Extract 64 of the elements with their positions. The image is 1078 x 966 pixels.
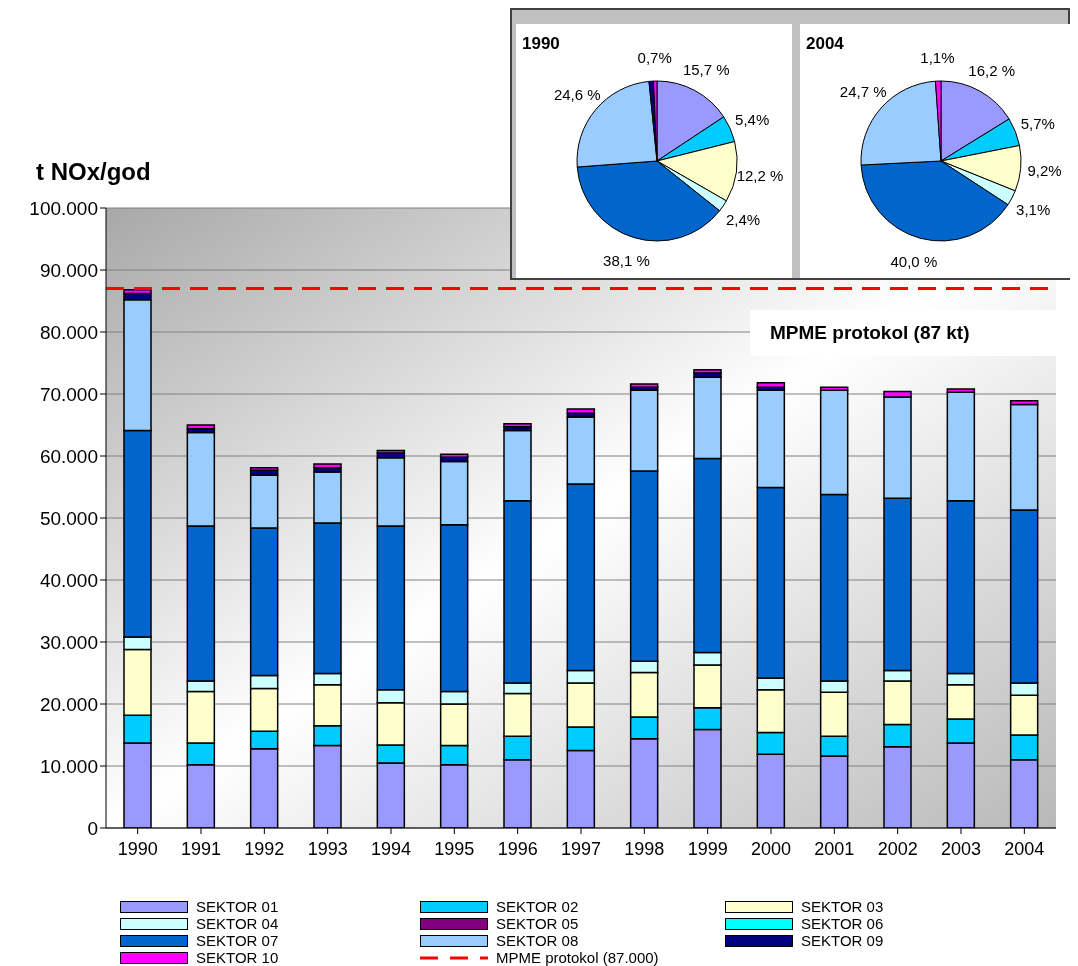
- data-label: 15,7 %: [682, 60, 730, 78]
- x-tick-label: 1999: [687, 838, 728, 859]
- data-label: 2,4%: [725, 210, 761, 228]
- legend-label: MPME protokol (87.000): [496, 949, 659, 966]
- bar: [756, 382, 786, 388]
- legend-label: SEKTOR 09: [801, 932, 884, 949]
- bar: [693, 369, 722, 374]
- legend-label: SEKTOR 05: [496, 915, 579, 932]
- data-label: 0,7%: [637, 48, 672, 66]
- x-tick-label: 1995: [434, 838, 475, 859]
- legend-label: SEKTOR 07: [196, 932, 279, 949]
- x-tick-label: 1990: [117, 838, 158, 859]
- x-tick-label: 2000: [750, 838, 792, 859]
- data-label: 9,2%: [1027, 162, 1062, 180]
- legend-label: SEKTOR 04: [196, 915, 279, 932]
- data-label: 3,1%: [1016, 200, 1051, 218]
- y-tick-label: 20.000: [39, 693, 98, 715]
- data-label: 5,7%: [1020, 114, 1055, 132]
- data-label: 38,1 %: [603, 251, 650, 269]
- legend-label: SEKTOR 08: [496, 932, 579, 949]
- x-tick-label: 2004: [1004, 838, 1045, 859]
- bar: [629, 383, 659, 388]
- y-tick-label: 10.000: [39, 755, 98, 777]
- legend-label: SEKTOR 03: [801, 898, 884, 915]
- legend-label: SEKTOR 10: [196, 949, 279, 966]
- bar: [249, 467, 279, 472]
- x-tick-label: 1991: [180, 838, 222, 859]
- data-label: 24,7 %: [839, 83, 887, 101]
- x-tick-label: 1996: [497, 838, 538, 859]
- x-tick-label: 1992: [244, 838, 285, 859]
- x-tick-label: 2001: [814, 838, 855, 859]
- x-tick-label: 1993: [307, 838, 348, 859]
- y-tick-label: 100.000: [29, 197, 98, 219]
- data-label: 16,2 %: [968, 61, 1016, 79]
- x-tick-label: 2002: [877, 838, 918, 859]
- bar: [439, 453, 469, 458]
- x-tick-label: 1998: [624, 838, 665, 859]
- data-label: 24,6 %: [553, 85, 601, 103]
- x-tick-label: 1994: [370, 838, 412, 859]
- y-tick-label: 70.000: [39, 383, 98, 405]
- data-label: 5,4%: [735, 110, 770, 128]
- data-label: 1,1%: [920, 48, 955, 66]
- y-tick-label: 80.000: [39, 321, 98, 343]
- data-label: 12,2 %: [736, 166, 784, 184]
- y-tick-label: 30.000: [39, 631, 98, 653]
- data-label: 40,0 %: [890, 252, 938, 270]
- y-tick-label: 50.000: [39, 507, 98, 529]
- x-tick-label: 1997: [560, 838, 602, 859]
- y-axis-title: t NOx/god: [36, 158, 151, 186]
- y-tick-label: 40.000: [39, 569, 98, 591]
- y-tick-label: 60.000: [39, 445, 98, 467]
- legend-label: SEKTOR 06: [801, 915, 884, 932]
- chart-title: 1990: [522, 34, 560, 54]
- chart-title: 2004: [806, 34, 844, 54]
- legend-label: SEKTOR 02: [496, 898, 579, 915]
- y-tick-label: 90.000: [39, 259, 98, 281]
- y-tick-label: 0: [87, 817, 98, 839]
- bar: [503, 423, 532, 428]
- legend-label: SEKTOR 01: [196, 898, 279, 915]
- annotation: MPME protokol (87 kt): [770, 322, 970, 344]
- bar: [313, 463, 342, 469]
- bar: [186, 424, 216, 430]
- bar: [566, 408, 596, 414]
- x-tick-label: 2003: [940, 838, 982, 859]
